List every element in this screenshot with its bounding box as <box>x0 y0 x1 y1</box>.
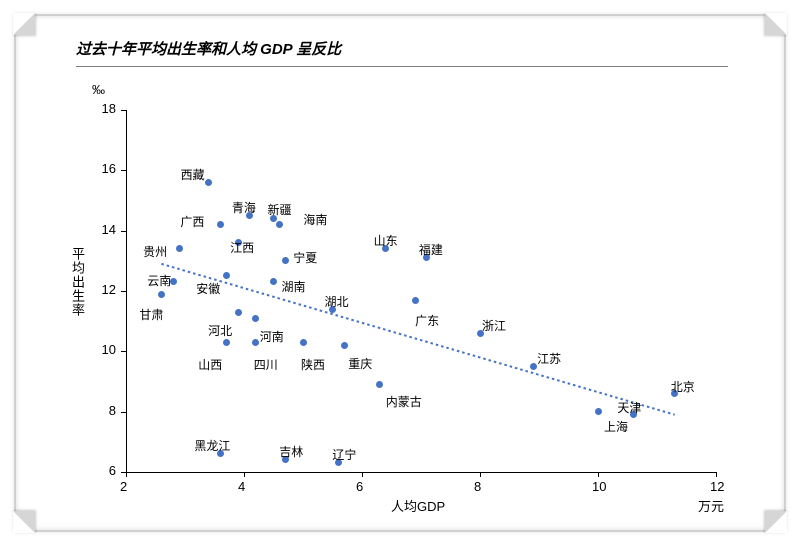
data-point-label: 广西 <box>180 213 204 230</box>
data-point <box>158 291 165 298</box>
x-tick <box>480 472 481 477</box>
y-axis <box>126 110 127 472</box>
data-point <box>341 342 348 349</box>
data-point-label: 四川 <box>254 356 278 373</box>
y-tick-label: 18 <box>92 101 116 116</box>
y-tick-label: 14 <box>92 222 116 237</box>
data-point-label: 海南 <box>303 211 327 228</box>
data-point-label: 北京 <box>671 378 695 395</box>
x-tick <box>716 472 717 477</box>
data-point <box>376 381 383 388</box>
y-tick <box>121 110 126 111</box>
y-tick-label: 12 <box>92 282 116 297</box>
data-point-label: 吉林 <box>279 443 303 460</box>
x-axis <box>126 472 716 473</box>
data-point-label: 江西 <box>230 239 254 256</box>
scatter-plot: 24681012681012141618‰万元人均GDP平均出生率西藏青海新疆海… <box>126 110 716 472</box>
y-tick <box>121 291 126 292</box>
data-point-label: 河南 <box>260 328 284 345</box>
data-point <box>217 221 224 228</box>
data-point <box>270 278 277 285</box>
data-point-label: 广东 <box>415 312 439 329</box>
data-point <box>176 245 183 252</box>
y-unit-label: ‰ <box>92 82 105 97</box>
data-point-label: 内蒙古 <box>386 393 422 410</box>
x-tick <box>598 472 599 477</box>
x-tick-label: 2 <box>120 479 127 494</box>
x-tick-label: 6 <box>356 479 363 494</box>
data-point-label: 青海 <box>232 199 256 216</box>
data-point-label: 湖北 <box>325 293 349 310</box>
x-tick <box>362 472 363 477</box>
y-tick <box>121 231 126 232</box>
y-tick-label: 16 <box>92 161 116 176</box>
data-point-label: 山东 <box>374 232 398 249</box>
data-point <box>300 339 307 346</box>
data-point-label: 山西 <box>198 356 222 373</box>
x-tick-label: 8 <box>474 479 481 494</box>
x-tick-label: 4 <box>238 479 245 494</box>
y-tick-label: 8 <box>92 403 116 418</box>
data-point <box>223 339 230 346</box>
data-point-label: 贵州 <box>143 243 167 260</box>
data-point-label: 云南 <box>147 272 171 289</box>
data-point <box>235 309 242 316</box>
x-unit-label: 万元 <box>698 496 724 515</box>
data-point-label: 天津 <box>617 399 641 416</box>
data-point <box>252 315 259 322</box>
data-point-label: 陕西 <box>301 356 325 373</box>
x-tick <box>126 472 127 477</box>
x-tick-label: 12 <box>710 479 724 494</box>
page-curl-br <box>765 511 787 533</box>
data-point <box>205 179 212 186</box>
data-point-label: 河北 <box>208 322 232 339</box>
data-point-label: 江苏 <box>537 350 561 367</box>
y-tick-label: 10 <box>92 342 116 357</box>
page-curl-tl <box>13 13 35 35</box>
y-tick <box>121 170 126 171</box>
x-axis-label: 人均GDP <box>391 496 445 515</box>
data-point <box>276 221 283 228</box>
data-point <box>223 272 230 279</box>
data-point-label: 辽宁 <box>332 446 356 463</box>
data-point-label: 西藏 <box>181 166 205 183</box>
page-curl-tr <box>765 13 787 35</box>
x-tick <box>244 472 245 477</box>
y-tick <box>121 351 126 352</box>
title-rule <box>76 66 728 67</box>
data-point <box>282 257 289 264</box>
data-point-label: 浙江 <box>482 317 506 334</box>
data-point-label: 宁夏 <box>293 249 317 266</box>
x-tick-label: 10 <box>592 479 606 494</box>
data-point-label: 安徽 <box>196 280 220 297</box>
y-tick <box>121 412 126 413</box>
data-point-label: 湖南 <box>282 278 306 295</box>
chart-title: 过去十年平均出生率和人均 GDP 呈反比 <box>76 38 341 59</box>
data-point-label: 福建 <box>419 241 443 258</box>
data-point-label: 上海 <box>604 418 628 435</box>
data-point-label: 新疆 <box>268 201 292 218</box>
data-point <box>252 339 259 346</box>
data-point-label: 黑龙江 <box>194 437 230 454</box>
data-point-label: 甘肃 <box>139 306 163 323</box>
y-axis-label: 平均出生率 <box>68 247 87 317</box>
data-point <box>595 408 602 415</box>
page-curl-bl <box>13 511 35 533</box>
data-point-label: 重庆 <box>348 355 372 372</box>
y-tick-label: 6 <box>92 463 116 478</box>
y-tick <box>121 472 126 473</box>
data-point <box>412 297 419 304</box>
data-point <box>530 363 537 370</box>
